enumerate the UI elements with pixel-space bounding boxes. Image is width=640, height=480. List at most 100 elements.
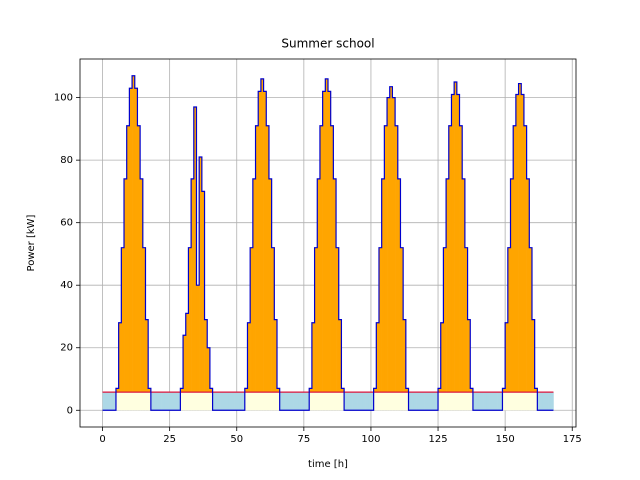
x-tick-label: 125 bbox=[428, 434, 447, 445]
y-tick-label: 0 bbox=[67, 405, 73, 416]
gap-fill bbox=[220, 392, 224, 411]
x-tick-label: 100 bbox=[361, 434, 380, 445]
fills bbox=[102, 75, 554, 411]
gap-fill bbox=[226, 392, 229, 411]
above-fill bbox=[446, 178, 450, 393]
base-fill bbox=[529, 392, 533, 411]
above-fill bbox=[523, 125, 527, 393]
gap-fill bbox=[298, 392, 302, 411]
above-fill bbox=[260, 78, 264, 393]
base-fill bbox=[507, 392, 511, 411]
gap-fill bbox=[113, 392, 117, 411]
base-fill bbox=[252, 392, 256, 411]
gap-fill bbox=[177, 392, 181, 411]
base-fill bbox=[274, 392, 278, 411]
gap-fill bbox=[542, 392, 546, 411]
gap-fill bbox=[427, 392, 431, 411]
base-fill bbox=[204, 392, 208, 411]
chart-title: Summer school bbox=[281, 37, 374, 51]
gap-fill bbox=[303, 392, 307, 411]
above-fill bbox=[389, 86, 393, 393]
y-tick-label: 40 bbox=[60, 280, 73, 291]
x-tick-label: 25 bbox=[163, 434, 176, 445]
gap-fill bbox=[368, 392, 372, 411]
gap-fill bbox=[408, 392, 412, 411]
base-fill bbox=[397, 392, 401, 411]
above-fill bbox=[405, 388, 409, 393]
x-axis-label: time [h] bbox=[308, 459, 348, 470]
gap-fill bbox=[416, 392, 420, 411]
above-fill bbox=[277, 388, 280, 393]
gap-fill bbox=[301, 392, 305, 411]
gap-fill bbox=[169, 392, 173, 411]
above-fill bbox=[333, 178, 337, 393]
above-fill bbox=[204, 319, 208, 393]
gap-fill bbox=[354, 392, 358, 411]
above-fill bbox=[397, 178, 401, 393]
above-fill bbox=[341, 388, 345, 393]
base-fill bbox=[534, 392, 538, 411]
above-fill bbox=[201, 191, 205, 393]
gap-fill bbox=[472, 392, 476, 411]
base-fill bbox=[378, 392, 382, 411]
gap-fill bbox=[435, 392, 439, 411]
above-fill bbox=[252, 178, 256, 393]
above-fill bbox=[534, 388, 538, 393]
above-fill bbox=[180, 388, 184, 393]
base-fill bbox=[193, 392, 197, 411]
above-fill bbox=[142, 247, 146, 393]
gap-fill bbox=[486, 392, 490, 411]
gap-fill bbox=[234, 392, 238, 411]
base-fill bbox=[338, 392, 342, 411]
above-fill bbox=[274, 319, 278, 393]
base-fill bbox=[467, 392, 471, 411]
above-fill bbox=[440, 322, 444, 393]
above-fill bbox=[140, 178, 144, 393]
gap-fill bbox=[239, 392, 243, 411]
gap-fill bbox=[290, 392, 294, 411]
gap-fill bbox=[344, 392, 348, 411]
base-fill bbox=[446, 392, 450, 411]
above-fill bbox=[373, 388, 377, 393]
above-fill bbox=[505, 322, 509, 393]
gap-fill bbox=[228, 392, 232, 411]
base-fill bbox=[451, 392, 455, 411]
base-fill bbox=[513, 392, 517, 411]
above-fill bbox=[330, 125, 334, 393]
above-fill bbox=[199, 157, 203, 393]
gap-fill bbox=[105, 392, 109, 411]
above-fill bbox=[381, 178, 385, 393]
above-fill bbox=[513, 125, 517, 393]
above-fill bbox=[467, 319, 471, 393]
gap-fill bbox=[107, 392, 111, 411]
base-fill bbox=[373, 392, 377, 411]
gap-fill bbox=[175, 392, 178, 411]
base-fill bbox=[260, 392, 264, 411]
above-fill bbox=[378, 247, 382, 393]
base-fill bbox=[505, 392, 509, 411]
gap-fill bbox=[161, 392, 165, 411]
base-fill bbox=[389, 392, 393, 411]
base-fill bbox=[462, 392, 466, 411]
base-fill bbox=[185, 392, 189, 411]
base-fill bbox=[134, 392, 138, 411]
base-fill bbox=[464, 392, 468, 411]
base-fill bbox=[124, 392, 128, 411]
base-fill bbox=[438, 392, 442, 411]
power-line bbox=[102, 75, 554, 411]
above-fill bbox=[448, 125, 452, 393]
base-fill bbox=[140, 392, 144, 411]
above-fill bbox=[196, 285, 200, 393]
above-fill bbox=[207, 347, 211, 393]
above-fill bbox=[309, 388, 313, 393]
gap-fill bbox=[158, 392, 162, 411]
gap-fill bbox=[293, 392, 297, 411]
above-fill bbox=[336, 247, 340, 393]
gap-fill bbox=[419, 392, 423, 411]
gap-fill bbox=[550, 392, 554, 411]
above-fill bbox=[392, 97, 396, 393]
above-fill bbox=[384, 125, 388, 393]
above-fill bbox=[464, 247, 468, 393]
above-fill bbox=[322, 91, 326, 393]
gap-fill bbox=[537, 392, 541, 411]
